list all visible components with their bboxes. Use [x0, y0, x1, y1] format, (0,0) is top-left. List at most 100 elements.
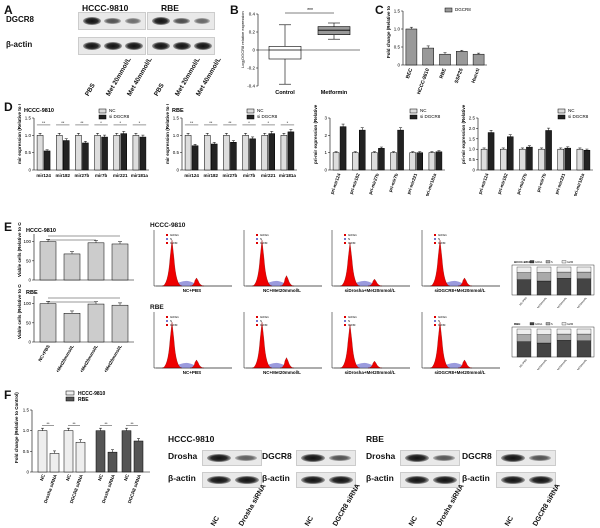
y-axis-label: Viable cells (Relative to Control) — [17, 284, 22, 339]
legend-swatch — [561, 260, 567, 264]
stack-segment — [536, 334, 552, 344]
bar — [409, 152, 416, 171]
y-tick-label: 1.0 — [23, 428, 30, 433]
flow-stat-label: G2/M — [348, 241, 356, 245]
legend-swatch — [444, 7, 453, 13]
y-tick-label: 0 — [324, 168, 327, 173]
blot-band — [152, 42, 170, 50]
bar — [352, 152, 359, 171]
stack-segment — [516, 272, 532, 280]
flow-g1-peak — [339, 324, 361, 369]
sig-mark: ** — [228, 120, 232, 125]
panel-e-viable-1: 100 50 0 Viable cells (Relative to Control)… — [17, 222, 134, 283]
blot-band — [194, 17, 211, 25]
blot-row-label: β-actin — [168, 473, 196, 483]
bar — [111, 243, 129, 281]
flow-stat-swatch — [166, 238, 168, 240]
panel-c-chart: 1.5 1.0 0.5 0 Fold change (Relative to Contr… — [386, 5, 487, 95]
flow-label: NC+PBS — [183, 288, 201, 293]
flow-stat-swatch — [166, 234, 168, 236]
bar — [75, 135, 82, 171]
bar — [287, 131, 295, 171]
blot-row-label: β-actin — [366, 473, 394, 483]
y-tick-label: 0 — [26, 470, 29, 475]
bar — [107, 451, 118, 473]
bar — [63, 253, 81, 281]
y-tick-label: 1 — [324, 150, 327, 155]
y-axis-label: Fold change (Relative to Control) — [386, 5, 391, 58]
flow-stat-swatch — [434, 234, 436, 236]
legend-swatch — [409, 114, 418, 120]
box-body — [317, 26, 351, 35]
x-category: Metformin — [321, 90, 348, 96]
bar — [139, 136, 147, 171]
flow-g1-peak — [161, 321, 183, 369]
blot-lane-label: Drosha siRNA — [436, 483, 466, 528]
legend-label: si DGCR8 — [420, 114, 441, 119]
legend-swatch — [98, 108, 107, 114]
panel-letter-f: F — [4, 388, 12, 402]
y-tick-label: -0.4 — [247, 84, 255, 89]
chart-title: HCCC-9810 — [26, 228, 56, 234]
sig-mark: ** — [209, 120, 213, 125]
legend-swatch — [561, 322, 567, 326]
blot-band — [83, 17, 101, 25]
y-tick-label: 0 — [28, 340, 31, 345]
stack-segment — [516, 334, 532, 342]
y-axis-label: Viable cells (Relative to Control) — [17, 222, 22, 277]
stack-segment — [536, 328, 552, 335]
flow-stat-label: G2/M — [348, 323, 356, 327]
bar — [405, 28, 418, 66]
x-category: pri-mir27b — [368, 172, 380, 195]
x-category: pri-mir124 — [477, 172, 489, 195]
flow-stat-label: S — [438, 237, 440, 241]
blot-band — [433, 476, 457, 484]
bar — [184, 135, 192, 171]
flow-label: siDrosha+Met20mmol/L — [345, 370, 396, 375]
flow-stat-swatch — [256, 242, 258, 244]
chart-title: HCCC-9810 — [24, 108, 54, 114]
flow-stat-swatch — [344, 324, 346, 326]
bar — [63, 430, 74, 473]
legend-swatch — [545, 260, 551, 264]
y-tick-label: 2.0 — [469, 126, 476, 131]
legend-label: HCCC-9810 — [78, 391, 105, 397]
blot-band — [83, 42, 101, 50]
blot-group-title: HCCC-9810 — [168, 434, 215, 444]
legend-swatch — [409, 108, 418, 114]
x-category: mir7b — [95, 173, 108, 178]
x-category: RBE — [439, 67, 448, 80]
bar — [242, 135, 249, 171]
flow-stat-swatch — [344, 316, 346, 318]
flow-stat-swatch — [256, 316, 258, 318]
bar — [397, 129, 404, 171]
bar — [439, 53, 451, 66]
stack-segment — [556, 333, 572, 341]
blot-band — [235, 476, 259, 484]
blot-lane-label: PBS — [84, 82, 97, 98]
bar — [94, 135, 101, 171]
bar — [557, 148, 564, 171]
bar — [249, 138, 256, 171]
x-category: mir7b — [243, 173, 256, 178]
x-category: mir182 — [55, 173, 70, 178]
y-tick-label: 0 — [28, 278, 31, 283]
bar — [378, 148, 385, 171]
legend-swatch — [557, 108, 566, 114]
legend-label: S — [551, 323, 553, 326]
bar — [500, 148, 507, 171]
legend-swatch — [246, 114, 255, 120]
y-tick-label: 100 — [23, 239, 31, 244]
blot-band — [173, 42, 191, 50]
legend-label: NC — [568, 108, 575, 113]
sig-mark: ** — [104, 421, 108, 426]
panel-letter-b: B — [230, 3, 239, 17]
bar — [87, 242, 105, 281]
x-category: NC — [97, 473, 104, 482]
y-tick-label: 1.0 — [25, 133, 32, 138]
y-tick-label: 0.5 — [469, 157, 476, 162]
chart-title: RBE — [26, 290, 38, 296]
flow-stat-swatch — [166, 242, 168, 244]
sig-mark: ** — [80, 120, 84, 125]
